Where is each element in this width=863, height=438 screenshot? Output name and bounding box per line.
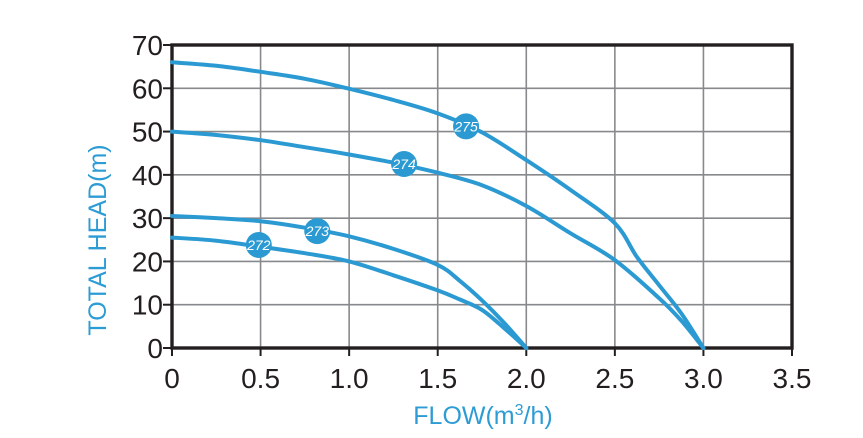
curve-badge-label: 272	[246, 237, 271, 253]
y-tick-label: 60	[132, 73, 163, 104]
axes	[170, 43, 794, 350]
tick-labels: 0 0.5 1.0 1.5 2.0 2.5 3.0 3.5 0 10 20 30 40 50 60 70	[132, 30, 812, 394]
plot-frame	[170, 43, 794, 350]
curve-badge-label: 273	[305, 223, 330, 239]
x-tick-label: 3.5	[773, 363, 812, 394]
x-tick-label: 2.5	[595, 363, 634, 394]
curve-badge-272	[245, 231, 272, 258]
y-tick-label: 10	[132, 290, 163, 321]
x-tick-label: 1.0	[330, 363, 369, 394]
y-axis-title: TOTAL HEAD(m)	[84, 144, 112, 335]
curve-badge-275	[453, 113, 480, 140]
x-axis-title-text-end: /h)	[524, 402, 553, 430]
curve-badge-label: 275	[453, 118, 478, 134]
curve-badge-label: 274	[391, 156, 416, 172]
x-tick-label: 0	[164, 363, 180, 394]
x-axis-title: FLOW(m3/h)	[413, 402, 552, 430]
gridlines	[172, 45, 792, 348]
y-tick-label: 20	[132, 246, 163, 277]
curve-badge-273	[304, 218, 331, 245]
x-axis-title-text: FLOW(m	[413, 402, 514, 430]
curve-275	[170, 60, 706, 350]
x-tick-label: 3.0	[684, 363, 723, 394]
curve-274	[170, 129, 706, 350]
y-tick-label: 0	[147, 333, 163, 364]
y-tick-label: 50	[132, 117, 163, 148]
x-tick-label: 0.5	[241, 363, 280, 394]
x-axis-title-superscript: 3	[515, 402, 524, 419]
x-tick-label: 2.0	[507, 363, 546, 394]
x-tick-label: 1.5	[418, 363, 457, 394]
y-tick-label: 40	[132, 160, 163, 191]
y-tick-label: 70	[132, 30, 163, 61]
curve-273	[170, 214, 529, 350]
curve-badge-274	[391, 151, 418, 178]
curve-badges: 272 273 274 275	[245, 113, 480, 258]
y-tick-label: 30	[132, 203, 163, 234]
